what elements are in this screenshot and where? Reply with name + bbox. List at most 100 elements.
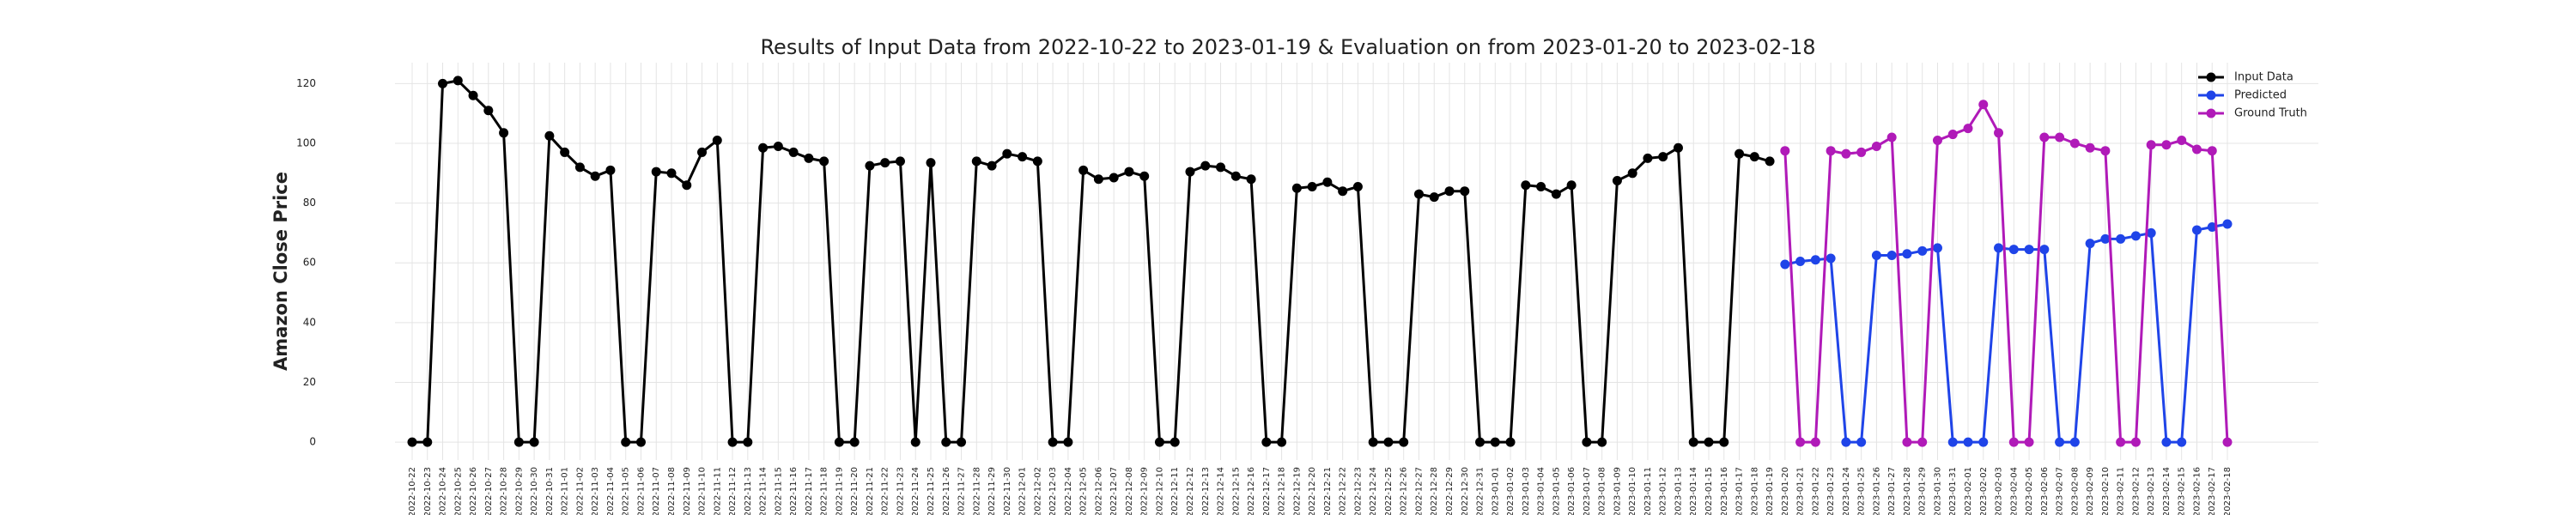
data-point (1018, 152, 1028, 162)
x-tick-label: 2022-11-04 (606, 467, 616, 515)
x-tick-label: 2022-12-19 (1292, 467, 1302, 515)
x-tick-label: 2022-12-12 (1186, 467, 1195, 515)
x-tick-label: 2022-12-26 (1400, 467, 1409, 515)
data-point (1002, 148, 1012, 159)
data-point (1352, 181, 1363, 191)
data-point (1871, 251, 1881, 261)
y-axis-label: Amazon Close Price (270, 172, 291, 371)
x-tick-label: 2022-12-27 (1414, 467, 1424, 515)
data-point (1154, 437, 1164, 447)
data-point (743, 437, 753, 447)
x-tick-label: 2022-12-02 (1033, 467, 1042, 515)
legend: Input Data Predicted Ground Truth (2198, 71, 2307, 120)
data-point (2177, 437, 2187, 447)
x-tick-label: 2023-02-17 (2208, 467, 2217, 515)
x-tick-label: 2023-02-11 (2117, 467, 2126, 515)
data-point (727, 437, 738, 447)
y-tick-label: 120 (296, 77, 316, 89)
data-point (499, 128, 509, 138)
data-point (1277, 437, 1287, 447)
data-point (2146, 140, 2156, 150)
x-tick-label: 2022-12-08 (1125, 467, 1134, 515)
x-tick-label: 2022-11-24 (911, 467, 920, 515)
x-tick-label: 2022-12-09 (1140, 467, 1150, 515)
data-point (2008, 437, 2019, 447)
data-point (1810, 255, 1820, 265)
data-point (1735, 148, 1745, 159)
data-point (1338, 186, 1348, 197)
data-point (1917, 437, 1928, 447)
x-tick-label: 2023-01-22 (1811, 467, 1820, 515)
x-tick-label: 2022-12-31 (1476, 467, 1485, 515)
data-point (574, 162, 585, 173)
grid: 0 20 40 60 80 100 120 2022-10-22 2022-10-23 2022-… (296, 63, 2318, 515)
x-tick-label: 2022-12-05 (1079, 467, 1089, 515)
y-tick-label: 80 (303, 197, 316, 209)
x-tick-label: 2023-02-14 (2162, 467, 2172, 515)
data-point (1093, 174, 1103, 185)
x-tick-label: 2022-12-07 (1109, 467, 1119, 515)
x-tick-label: 2022-12-06 (1094, 467, 1103, 515)
data-point (1185, 167, 1195, 177)
data-point (1078, 165, 1089, 175)
data-point (2039, 132, 2050, 142)
data-point (2039, 245, 2050, 255)
data-point (590, 171, 600, 181)
data-point (1490, 437, 1500, 447)
x-tick-label: 2022-12-28 (1430, 467, 1439, 515)
data-point (1932, 243, 1942, 253)
data-point (880, 158, 890, 168)
data-point (1170, 437, 1180, 447)
data-point (1124, 167, 1134, 177)
data-point (2222, 219, 2233, 229)
x-tick-label: 2022-12-18 (1278, 467, 1287, 515)
x-tick-label: 2022-12-30 (1461, 467, 1470, 515)
x-tick-label: 2023-02-07 (2056, 467, 2065, 515)
data-point (483, 106, 494, 116)
data-point (941, 437, 951, 447)
data-point (1200, 161, 1211, 171)
data-point (1810, 437, 1820, 447)
data-point (1780, 146, 1790, 156)
data-point (635, 437, 646, 447)
legend-label: Predicted (2234, 89, 2287, 102)
x-tick-label: 2022-10-27 (484, 467, 494, 515)
data-point (2207, 221, 2217, 232)
x-tick-label: 2022-12-03 (1048, 467, 1058, 515)
data-point (712, 136, 722, 146)
data-point (1994, 243, 2004, 253)
data-point (865, 161, 875, 171)
x-tick-label: 2022-10-28 (500, 467, 509, 515)
x-tick-label: 2023-01-31 (1948, 467, 1958, 515)
x-tick-label: 2022-11-03 (591, 467, 600, 515)
data-point (2191, 225, 2202, 235)
data-point (1841, 148, 1851, 159)
data-point (1368, 437, 1378, 447)
data-point (758, 142, 769, 153)
x-tick-label: 2022-11-10 (698, 467, 708, 515)
x-tick-label: 2023-01-23 (1826, 467, 1836, 515)
data-point (544, 130, 555, 141)
x-tick-label: 2023-02-05 (2025, 467, 2034, 515)
data-point (910, 437, 920, 447)
data-point (849, 437, 860, 447)
x-tick-label: 2022-11-28 (972, 467, 981, 515)
data-point (1795, 437, 1806, 447)
data-point (453, 76, 463, 86)
data-point (1994, 128, 2004, 138)
data-point (651, 167, 661, 177)
x-tick-label: 2022-11-02 (575, 467, 585, 515)
data-point (438, 78, 448, 88)
x-tick-label: 2022-11-27 (957, 467, 967, 515)
x-tick-label: 2022-10-31 (545, 467, 555, 515)
data-point (2085, 142, 2095, 153)
y-tick-label: 40 (303, 316, 316, 328)
data-point (895, 156, 905, 167)
data-point (1856, 437, 1867, 447)
y-tick-label: 20 (303, 376, 316, 388)
x-tick-label: 2022-11-11 (713, 467, 722, 515)
x-tick-label: 2023-01-30 (1933, 467, 1942, 515)
x-tick-label: 2023-01-25 (1857, 467, 1867, 515)
x-tick-label: 2022-11-08 (667, 467, 677, 515)
data-point (1856, 147, 1867, 157)
